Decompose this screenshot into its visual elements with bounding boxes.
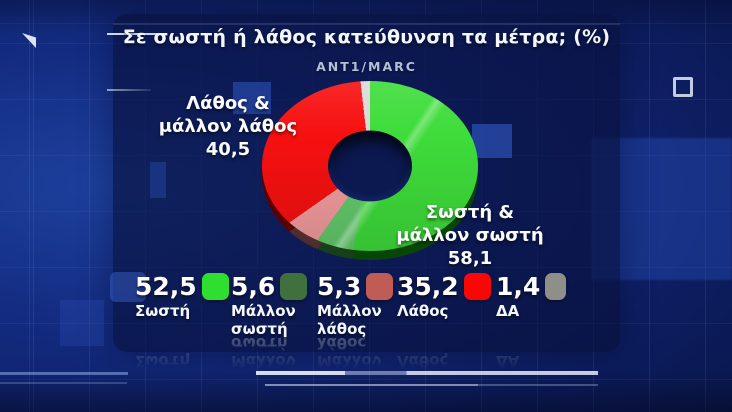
callout-value: 58,1 [447,248,493,270]
legend-value: 5,3 [317,272,362,301]
legend-swatch [545,273,566,300]
legend-swatch [366,273,394,300]
legend-value: 35,2 [397,272,459,301]
legend-item-top: 5,3 [317,272,397,301]
callout-right-total: Σωστή & μάλλον σωστή 58,1 [385,201,555,270]
legend-item-top: 35,2 [397,272,496,301]
decor-bar [0,372,128,375]
decor-bar [0,382,127,384]
legend-label: Σωστή [135,302,191,320]
chart-title: Σε σωστή ή λάθος κατεύθυνση τα μέτρα; (%… [122,26,611,48]
decor-square [150,162,166,198]
legend-item: 5,3 Μάλλον λάθος [317,272,397,338]
legend-item: 5,6 Μάλλον σωστή [231,272,317,338]
legend: 52,5 Σωστή 5,6 Μάλλον σωστή 5,3 [135,272,566,338]
decor-square [60,300,104,346]
callout-label-line: Σωστή & [425,202,515,223]
callout-label-line: μάλλον σωστή [396,225,544,247]
callout-label-line: μάλλον λάθος [158,116,298,138]
legend-swatch [201,273,229,300]
decor-square [472,124,512,158]
legend-label: Μάλλον σωστή [231,302,296,338]
decor-line [107,89,151,91]
legend-label: Μάλλον λάθος [317,302,382,338]
legend-value: 52,5 [135,272,197,301]
decor-bar [265,384,598,386]
callout-label-line: Λάθος & [186,93,270,114]
legend-item: 1,4 ΔΑ [496,272,566,321]
donut-hole [328,130,412,202]
legend-swatch [463,273,491,300]
square-outline-icon [673,77,693,97]
legend-value: 1,4 [496,272,541,301]
callout-wrong-total: Λάθος & μάλλον λάθος 40,5 [128,92,328,161]
legend-label: Λάθος [397,302,449,320]
panel-top-highlight [113,23,620,25]
legend-item-top: 1,4 [496,272,566,301]
legend-value: 5,6 [231,272,276,301]
legend-label: ΔΑ [496,302,520,320]
legend-item-top: 5,6 [231,272,317,301]
legend-swatch [280,273,308,300]
decor-bar [256,371,598,375]
legend-item: 35,2 Λάθος [397,272,496,321]
legend-item-top: 52,5 [135,272,231,301]
legend-item: 52,5 Σωστή [135,272,231,321]
callout-value: 40,5 [205,139,251,161]
